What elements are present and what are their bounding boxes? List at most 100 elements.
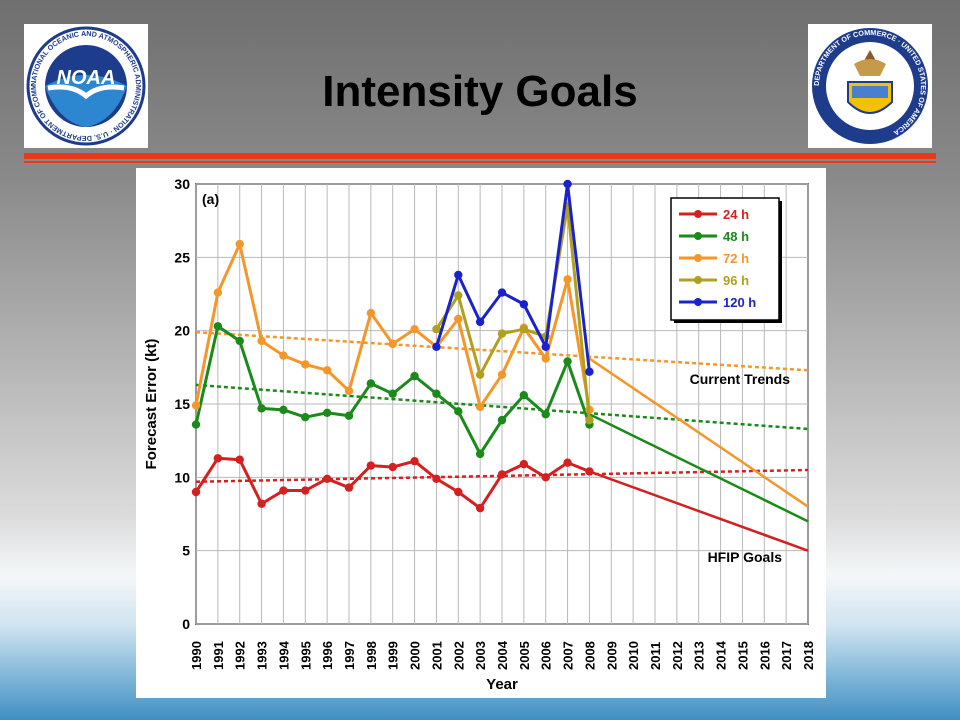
y-tick-label: 15 <box>174 396 190 412</box>
x-axis-label: Year <box>486 676 518 693</box>
data-point <box>191 420 201 429</box>
x-tick-label: 2011 <box>648 642 663 670</box>
series-line-96h <box>435 205 591 421</box>
x-tick-label: 1992 <box>233 641 248 670</box>
data-point <box>585 415 594 425</box>
x-tick-label: 2010 <box>626 641 641 670</box>
data-point <box>563 275 572 284</box>
legend-label: 96 h <box>723 273 749 288</box>
y-tick-label: 10 <box>174 469 190 485</box>
data-point <box>322 474 332 483</box>
x-tick-label: 2005 <box>517 641 532 670</box>
title-divider <box>24 153 936 159</box>
data-point <box>563 357 572 366</box>
data-point <box>585 467 594 476</box>
data-point <box>410 371 419 381</box>
goal-line-24h <box>589 470 809 552</box>
data-point <box>410 457 419 466</box>
series-line-120h <box>434 183 591 372</box>
legend-label: 48 h <box>723 229 749 244</box>
x-tick-label: 1998 <box>364 641 379 670</box>
legend-marker <box>694 298 702 306</box>
commerce-seal-icon: DEPARTMENT OF COMMERCE · UNITED STATES O… <box>812 28 928 144</box>
data-point <box>563 458 572 467</box>
goal-line-48h <box>588 413 809 523</box>
data-point <box>257 499 266 508</box>
data-point <box>301 360 310 369</box>
trend-line-48h <box>195 383 809 431</box>
legend-marker <box>694 276 702 284</box>
data-point <box>366 308 376 318</box>
data-point <box>213 288 223 297</box>
data-point <box>519 300 529 309</box>
data-point <box>454 291 463 300</box>
legend-marker <box>694 232 702 240</box>
x-tick-label: 1990 <box>189 641 204 670</box>
x-tick-label: 2015 <box>735 641 750 670</box>
x-tick-label: 2002 <box>451 641 466 670</box>
x-tick-label: 2006 <box>539 641 554 670</box>
commerce-seal-logo: DEPARTMENT OF COMMERCE · UNITED STATES O… <box>808 24 932 148</box>
data-point <box>519 325 529 334</box>
legend-label: 120 h <box>723 295 756 310</box>
data-point <box>541 473 550 482</box>
data-point <box>257 336 266 346</box>
y-axis-label: Forecast Error (kt) <box>143 339 160 470</box>
x-tick-label: 2004 <box>495 640 510 670</box>
data-point <box>497 288 507 297</box>
data-point <box>322 366 332 375</box>
data-point <box>279 405 288 415</box>
y-tick-label: 0 <box>182 616 190 632</box>
data-point <box>475 449 485 459</box>
x-tick-label: 2012 <box>670 641 685 670</box>
data-point <box>454 270 463 280</box>
data-point <box>279 486 288 495</box>
noaa-logo: NOAA NATIONAL OCEANIC AND ATMOSPHERIC AD… <box>21 17 148 148</box>
data-point <box>454 407 463 416</box>
panel-label: (a) <box>202 191 219 207</box>
title-divider-thin <box>24 161 936 163</box>
x-tick-label: 2018 <box>801 641 816 670</box>
x-tick-label: 1997 <box>342 641 357 670</box>
data-point <box>454 487 463 497</box>
data-point <box>475 317 485 327</box>
x-tick-label: 2003 <box>473 641 488 670</box>
x-tick-label: 1993 <box>255 641 270 670</box>
x-tick-label: 2007 <box>561 641 576 670</box>
noaa-emblem-icon: NOAA NATIONAL OCEANIC AND ATMOSPHERIC AD… <box>21 17 146 146</box>
legend-label: 72 h <box>723 251 749 266</box>
data-point <box>344 483 354 492</box>
x-tick-label: 2001 <box>429 641 444 670</box>
x-tick-label: 2014 <box>714 640 729 670</box>
x-tick-label: 1995 <box>298 641 313 670</box>
data-point <box>235 455 244 464</box>
x-axis-ticks: 1990 1991 1992 1993 1994 1995 1996 1997 1998 1999… <box>189 640 816 670</box>
x-tick-label: 2009 <box>604 641 619 670</box>
data-point <box>454 314 463 324</box>
data-point <box>497 470 507 479</box>
data-point <box>432 389 441 398</box>
data-point <box>475 503 485 513</box>
data-point <box>410 325 419 334</box>
hfip-goals-annotation: HFIP Goals <box>708 549 783 565</box>
data-point <box>432 474 441 483</box>
data-point <box>301 486 310 495</box>
data-point <box>519 459 529 469</box>
data-point <box>563 179 572 189</box>
y-tick-label: 30 <box>174 176 190 192</box>
y-tick-label: 20 <box>174 323 190 339</box>
current-trends-annotation: Current Trends <box>690 371 791 387</box>
y-tick-label: 25 <box>174 249 190 265</box>
legend-label: 24 h <box>723 207 749 222</box>
y-axis-ticks: 0 5 10 15 20 25 30 <box>174 176 190 632</box>
data-point <box>322 408 332 417</box>
x-tick-label: 1991 <box>211 641 226 670</box>
x-tick-label: 2017 <box>779 641 794 670</box>
x-tick-label: 2000 <box>408 641 423 670</box>
slide-title: Intensity Goals <box>322 67 638 116</box>
data-point <box>191 401 201 410</box>
data-point <box>475 402 485 412</box>
data-point <box>541 342 550 351</box>
goal-line-72h <box>588 357 809 508</box>
